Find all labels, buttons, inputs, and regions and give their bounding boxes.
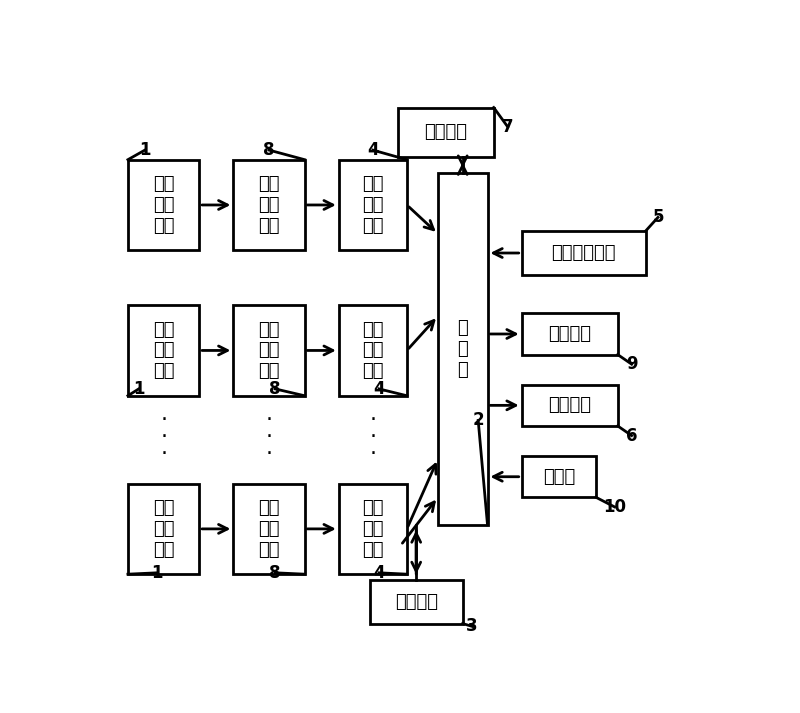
Text: 信息
识别
模块: 信息 识别 模块 [258,499,280,559]
Text: 存储单元: 存储单元 [424,123,467,141]
Text: 信号
触发
电路: 信号 触发 电路 [362,499,383,559]
Text: 信号
触发
电路: 信号 触发 电路 [362,175,383,235]
Text: ·
·
·: · · · [266,410,273,463]
Text: 信号
触发
电路: 信号 触发 电路 [362,321,383,380]
Bar [128,160,199,250]
Text: 时钟电路: 时钟电路 [394,593,438,610]
Text: 状态
检测
单元: 状态 检测 单元 [153,321,174,380]
Bar [522,314,618,354]
Text: 5: 5 [652,208,664,226]
Text: 8: 8 [270,564,281,582]
Text: 报警单元: 报警单元 [548,325,591,343]
Bar [522,385,618,426]
Bar [522,456,596,498]
Text: 显示单元: 显示单元 [548,396,591,414]
Text: 7: 7 [502,118,514,135]
Text: 6: 6 [626,426,638,444]
Text: 参数设置单元: 参数设置单元 [551,244,616,262]
Text: 9: 9 [626,355,638,373]
Bar [398,108,494,157]
Bar [234,305,305,396]
Bar [234,160,305,250]
Text: 3: 3 [466,617,478,635]
Text: 4: 4 [373,380,385,398]
Text: 8: 8 [263,141,274,159]
Bar [128,305,199,396]
Bar [370,580,462,624]
Bar [234,483,305,574]
Bar [522,231,646,275]
Text: 2: 2 [472,411,484,429]
Text: 1: 1 [152,564,163,582]
Text: 8: 8 [270,380,281,398]
Bar [338,483,407,574]
Text: ·
·
·: · · · [160,410,167,463]
Text: 1: 1 [133,380,145,398]
Text: 1: 1 [139,141,150,159]
Text: 信息
识别
模块: 信息 识别 模块 [258,321,280,380]
Bar [338,160,407,250]
Bar [438,173,487,525]
Text: 4: 4 [373,564,385,582]
Bar [128,483,199,574]
Text: 状态
检测
单元: 状态 检测 单元 [153,175,174,235]
Text: 复位键: 复位键 [542,468,575,486]
Text: 4: 4 [367,141,378,159]
Text: 信息
识别
模块: 信息 识别 模块 [258,175,280,235]
Bar [338,305,407,396]
Text: 状态
检测
单元: 状态 检测 单元 [153,499,174,559]
Text: 处
理
器: 处 理 器 [458,319,468,379]
Text: ·
·
·: · · · [370,410,376,463]
Text: 10: 10 [603,498,626,516]
